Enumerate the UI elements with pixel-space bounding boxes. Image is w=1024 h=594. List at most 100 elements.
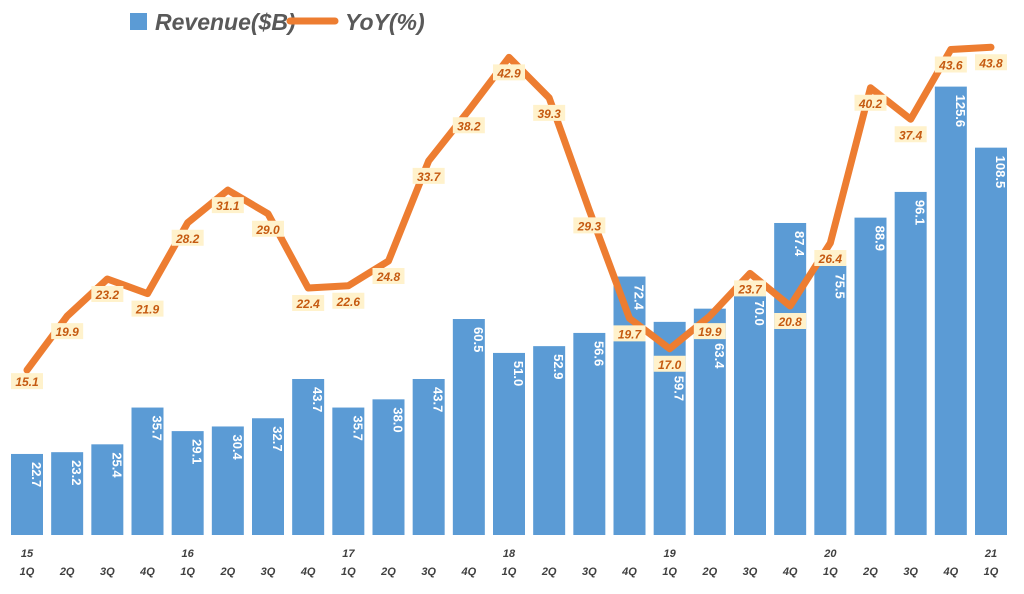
revenue-data-label: 35.7 — [350, 416, 365, 441]
revenue-data-label: 35.7 — [150, 416, 165, 441]
revenue-bar — [894, 191, 927, 535]
x-tick-quarter: 4Q — [621, 566, 637, 578]
revenue-bar — [854, 217, 887, 535]
x-tick-year: 21 — [984, 548, 997, 560]
x-tick-quarter: 3Q — [743, 566, 758, 578]
yoy-label-text: 19.9 — [698, 325, 722, 339]
revenue-bar — [653, 321, 686, 535]
revenue-bar — [774, 222, 807, 535]
yoy-label-text: 21.9 — [135, 303, 160, 317]
x-tick-quarter: 3Q — [903, 566, 918, 578]
yoy-label-box — [211, 197, 244, 214]
yoy-label-box — [412, 167, 445, 184]
yoy-label-text: 23.7 — [737, 282, 763, 296]
yoy-label-text: 22.4 — [295, 297, 320, 311]
x-tick-quarter: 2Q — [701, 566, 717, 578]
yoy-label-box — [975, 54, 1007, 71]
x-tick-quarter: 2Q — [219, 566, 235, 578]
yoy-label-box — [171, 229, 204, 246]
revenue-data-label: 51.0 — [511, 361, 526, 386]
yoy-data-label: 24.8 — [372, 268, 405, 284]
revenue-data-label: 108.5 — [993, 156, 1008, 189]
revenue-data-label: 87.4 — [792, 231, 807, 257]
yoy-data-label: 29.0 — [252, 220, 284, 237]
x-tick-quarter: 1Q — [180, 566, 195, 578]
x-tick-quarter: 3Q — [100, 566, 115, 578]
revenue-bar — [975, 147, 1007, 535]
yoy-label-box — [653, 355, 686, 372]
yoy-label-box — [533, 104, 566, 121]
legend: Revenue($B) YoY(%) — [130, 9, 425, 35]
legend-revenue-swatch — [130, 13, 147, 30]
yoy-label-text: 39.3 — [537, 107, 561, 121]
x-tick-year: 17 — [342, 548, 355, 560]
revenue-bar — [734, 285, 766, 535]
x-tick-quarter: 1Q — [823, 566, 838, 578]
x-tick-year: 16 — [182, 548, 195, 560]
revenue-bar — [131, 407, 164, 535]
revenue-bar — [412, 378, 445, 535]
yoy-label-box — [252, 220, 284, 237]
revenue-bar — [292, 378, 325, 535]
revenue-bar — [11, 453, 43, 535]
yoy-label-box — [452, 117, 485, 134]
yoy-line — [23, 43, 995, 374]
yoy-label-text: 31.1 — [216, 199, 240, 213]
yoy-data-label: 38.2 — [452, 117, 485, 134]
yoy-label-box — [573, 217, 606, 234]
x-tick-quarter: 4Q — [460, 566, 476, 578]
revenue-data-label: 70.0 — [752, 300, 767, 325]
yoy-label-box — [934, 56, 967, 73]
x-tick-quarter: 4Q — [139, 566, 155, 578]
yoy-label-text: 24.8 — [376, 270, 401, 284]
yoy-data-label: 15.1 — [11, 373, 43, 390]
revenue-bar — [934, 86, 967, 535]
yoy-label-text: 19.7 — [618, 327, 643, 341]
yoy-label-box — [11, 373, 43, 390]
revenue-bar — [452, 319, 485, 535]
revenue-data-label: 63.4 — [712, 343, 727, 369]
x-tick-quarter: 1Q — [341, 566, 356, 578]
yoy-label-text: 22.6 — [336, 295, 361, 309]
yoy-data-label: 43.8 — [975, 54, 1007, 71]
revenue-bar — [573, 332, 606, 535]
x-tick-quarter: 1Q — [20, 566, 35, 578]
revenue-data-label: 59.7 — [672, 376, 687, 401]
revenue-bar — [51, 452, 84, 535]
yoy-label-box — [51, 323, 84, 340]
x-tick-quarter: 2Q — [380, 566, 396, 578]
yoy-label-text: 26.4 — [818, 252, 843, 266]
revenue-data-label: 52.9 — [551, 354, 566, 379]
yoy-data-label: 22.6 — [332, 292, 365, 309]
x-tick-quarter: 1Q — [662, 566, 677, 578]
revenue-bar — [533, 346, 566, 535]
yoy-data-label: 29.3 — [573, 217, 606, 234]
yoy-label-text: 40.2 — [858, 97, 883, 111]
x-tick-quarter: 3Q — [582, 566, 597, 578]
revenue-data-label: 23.2 — [69, 460, 84, 485]
revenue-bar — [814, 265, 847, 535]
yoy-label-text: 43.6 — [938, 59, 963, 73]
yoy-label-box — [493, 64, 525, 81]
yoy-label-box — [292, 295, 325, 311]
x-tick-year: 18 — [503, 548, 516, 560]
yoy-data-label: 43.6 — [934, 56, 967, 73]
yoy-data-label: 33.7 — [412, 167, 445, 184]
yoy-label-box — [774, 313, 807, 329]
yoy-label-text: 17.0 — [658, 358, 682, 372]
yoy-label-text: 23.2 — [95, 288, 120, 302]
yoy-data-label: 31.1 — [211, 197, 244, 214]
x-tick-quarter: 3Q — [421, 566, 436, 578]
x-tick-quarter: 3Q — [261, 566, 276, 578]
yoy-data-label: 39.3 — [533, 104, 566, 121]
yoy-label-text: 37.4 — [899, 128, 923, 142]
revenue-bar — [171, 431, 204, 535]
x-tick-quarter: 1Q — [502, 566, 517, 578]
revenue-bar — [91, 444, 124, 535]
yoy-data-label: 19.9 — [51, 323, 84, 340]
yoy-label-box — [854, 94, 887, 111]
x-tick-year: 20 — [823, 548, 837, 560]
revenue-data-label: 43.7 — [431, 387, 446, 412]
revenue-bar — [332, 407, 365, 535]
